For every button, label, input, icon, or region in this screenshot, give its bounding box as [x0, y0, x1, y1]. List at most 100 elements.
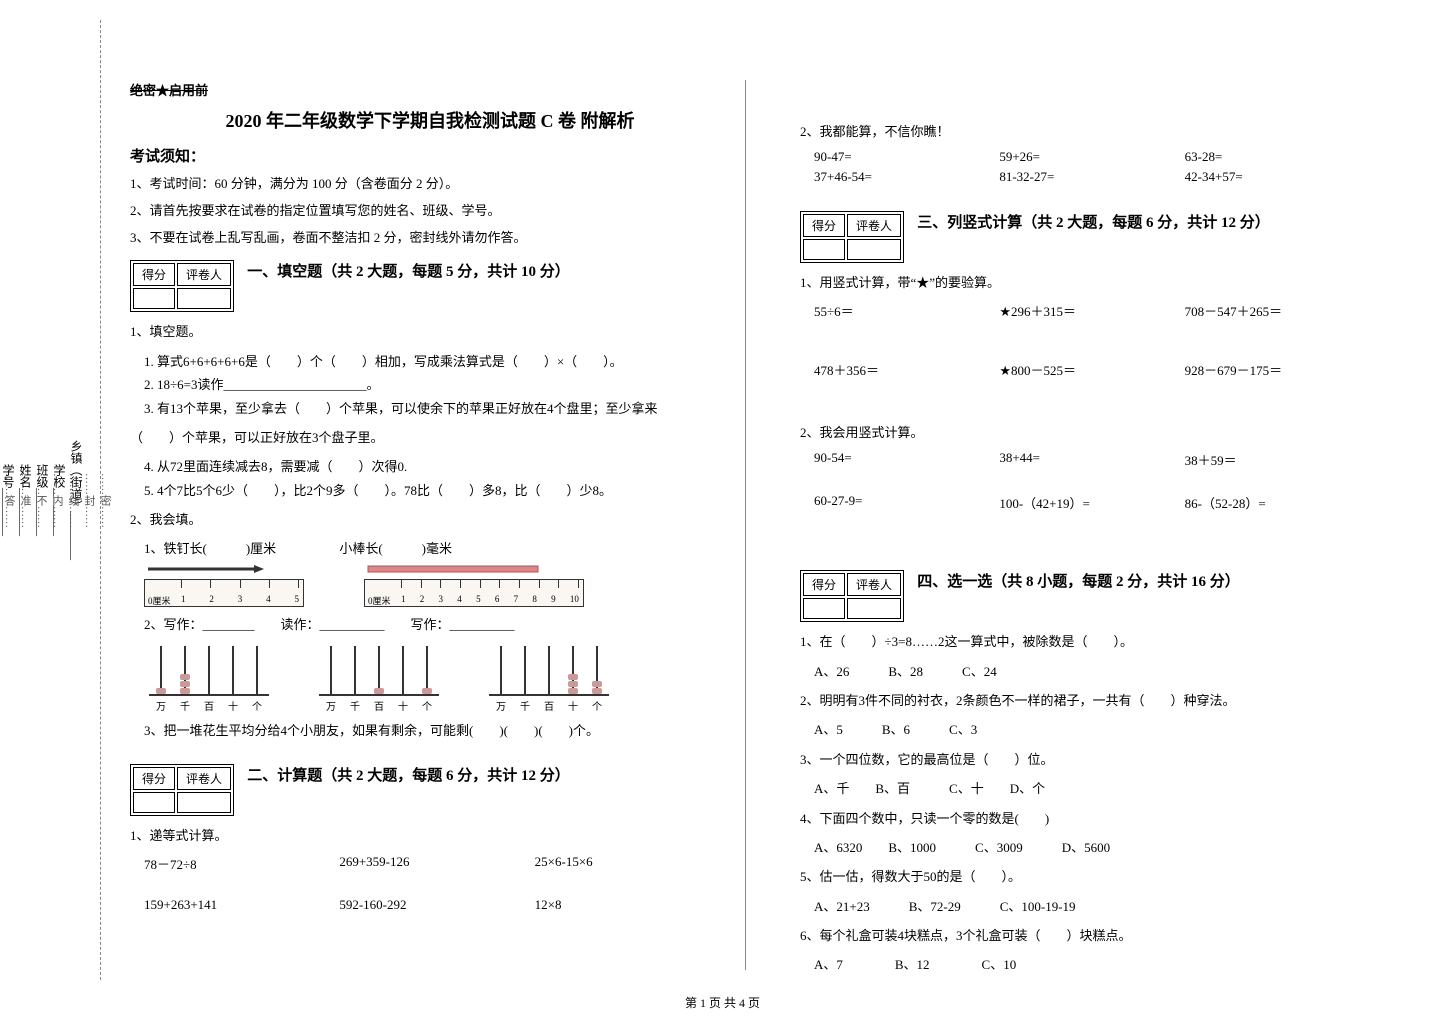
- calc-expr: 708－547＋265＝: [1185, 301, 1370, 320]
- notice-title: 考试须知：: [130, 145, 730, 166]
- ruler-2: 0厘米 1 2 3 4 5 6 7 8 9 10: [364, 579, 584, 607]
- calc-row: 78－72÷8 269+359-126 25×6-15×6: [144, 854, 730, 873]
- place-label: 千: [520, 698, 530, 713]
- ruler-num: 1: [181, 594, 186, 604]
- choice-opts: A、26 B、28 C、24: [814, 660, 1370, 683]
- ruler-num: 5: [295, 594, 300, 604]
- choice-q: 1、在（ ）÷3=8……2这一算式中，被除数是（ ）。: [800, 630, 1370, 653]
- calc-row: 90-54= 38+44= 38＋59＝: [814, 450, 1370, 469]
- section-3-title: 三、列竖式计算（共 2 大题，每题 6 分，共计 12 分）: [917, 211, 1270, 232]
- calc-expr: 159+263+141: [144, 897, 339, 913]
- ruler-num: 3: [238, 594, 243, 604]
- abacus-1: 万 千 百 十 个: [144, 646, 274, 713]
- seal-label: ……封……: [81, 473, 97, 528]
- ruler-heading-row: 1、铁钉长( )厘米 小棒长( )毫米: [144, 538, 730, 557]
- score-col: 得分: [803, 214, 845, 237]
- calc1-head: 1、递等式计算。: [130, 824, 730, 847]
- seal-label: ……准……: [17, 473, 33, 528]
- seal-label: ……答……: [1, 473, 17, 528]
- abacus-row: 万 千 百 十 个 万 千 百: [144, 646, 730, 713]
- grader-blank: [847, 598, 901, 619]
- calc-expr: 38+44=: [999, 450, 1184, 469]
- calc-expr: ★296＋315＝: [999, 301, 1184, 320]
- notice-item: 2、请首先按要求在试卷的指定位置填写您的姓名、班级、学号。: [130, 201, 730, 222]
- seal-label: ……密……: [97, 473, 113, 528]
- score-blank: [133, 288, 175, 309]
- place-label: 十: [568, 698, 578, 713]
- choice-opts: A、5 B、6 C、3: [814, 718, 1370, 741]
- score-box: 得分 评卷人: [130, 260, 234, 312]
- ruler-block-2: 0厘米 1 2 3 4 5 6 7 8 9 10: [364, 563, 584, 607]
- grader-blank: [177, 792, 231, 813]
- vert1-head: 1、用竖式计算，带“★”的要验算。: [800, 271, 1370, 294]
- calc-expr: 90-47=: [814, 149, 999, 165]
- score-blank: [133, 792, 175, 813]
- calc-expr: 38＋59＝: [1185, 450, 1370, 469]
- q2-l2: 2、写作：________ 读作：__________ 写作：_________…: [144, 613, 730, 636]
- section-2-title: 二、计算题（共 2 大题，每题 6 分，共计 12 分）: [247, 764, 570, 785]
- section-1-title: 一、填空题（共 2 大题，每题 5 分，共计 10 分）: [247, 260, 570, 281]
- stick-icon: [364, 563, 544, 575]
- ruler-num: 3: [439, 594, 444, 604]
- choice-q: 2、明明有3件不同的衬衣，2条颜色不一样的裙子，一共有（ ）种穿法。: [800, 689, 1370, 712]
- seal-label: ……线……: [65, 473, 81, 528]
- ruler-num: 9: [551, 594, 556, 604]
- place-label: 个: [422, 698, 432, 713]
- choice-q: 3、一个四位数，它的最高位是（ ）位。: [800, 748, 1370, 771]
- confidential-text: 绝密★启用前: [130, 83, 208, 98]
- calc-expr: 55÷6＝: [814, 301, 999, 320]
- calc-row: 60-27-9= 100-（42+19）= 86-（52-28）=: [814, 493, 1370, 512]
- q2-l3: 3、把一堆花生平均分给4个小朋友，如果有剩余，可能剩( )( )( )个。: [144, 719, 730, 742]
- q1-item: 5. 4个7比5个6少（ ），比2个9多（ ）。78比（ ）多8，比（ ）少8。: [144, 479, 730, 502]
- q1-item: 2. 18÷6=3读作______________________。: [144, 373, 730, 396]
- choice-q: 6、每个礼盒可装4块糕点，3个礼盒可装（ ）块糕点。: [800, 924, 1370, 947]
- calc-expr: 12×8: [535, 897, 730, 913]
- ruler-num: 4: [266, 594, 271, 604]
- score-box: 得分 评卷人: [800, 570, 904, 622]
- ruler-label: 0厘米: [148, 594, 171, 607]
- score-col: 得分: [133, 263, 175, 286]
- calc-expr: ★800－525＝: [999, 360, 1184, 379]
- calc-expr: 478＋356＝: [814, 360, 999, 379]
- grader-blank: [847, 239, 901, 260]
- calc-expr: 37+46-54=: [814, 169, 999, 185]
- q1-item: 1. 算式6+6+6+6+6是（ ）个（ ）相加，写成乘法算式是（ ）×（ ）。: [144, 350, 730, 373]
- place-label: 万: [496, 698, 506, 713]
- place-label: 百: [204, 698, 214, 713]
- seal-line-labels: ……密…… ……封…… ……线…… ……内…… ……不…… ……准…… ……答……: [95, 20, 113, 980]
- notice-item: 1、考试时间：60 分钟，满分为 100 分（含卷面分 2 分）。: [130, 174, 730, 195]
- calc-expr: 81-32-27=: [999, 169, 1184, 185]
- calc-expr: 25×6-15×6: [535, 854, 730, 873]
- place-label: 万: [326, 698, 336, 713]
- nail-icon: [144, 563, 264, 575]
- grader-blank: [177, 288, 231, 309]
- place-label: 千: [180, 698, 190, 713]
- calc-expr: 78－72÷8: [144, 854, 339, 873]
- q2-head: 2、我会填。: [130, 508, 730, 531]
- score-col: 得分: [803, 573, 845, 596]
- calc-row: 37+46-54= 81-32-27= 42-34+57=: [814, 169, 1370, 185]
- ruler-num: 4: [457, 594, 462, 604]
- score-box: 得分 评卷人: [130, 764, 234, 816]
- q1-item: 3. 有13个苹果，至少拿去（ ）个苹果，可以使余下的苹果正好放在4个盘里；至少…: [144, 397, 730, 420]
- vert2-head: 2、我会用竖式计算。: [800, 421, 1370, 444]
- exam-title: 2020 年二年级数学下学期自我检测试题 C 卷 附解析: [130, 107, 730, 133]
- score-col: 得分: [133, 767, 175, 790]
- calc-row: 478＋356＝ ★800－525＝ 928－679－175＝: [814, 360, 1370, 379]
- seal-label: ……不……: [33, 473, 49, 528]
- abacus-3: 万 千 百 十 个: [484, 646, 614, 713]
- grader-col: 评卷人: [847, 573, 901, 596]
- score-blank: [803, 239, 845, 260]
- choice-opts: A、21+23 B、72-29 C、100-19-19: [814, 895, 1370, 918]
- place-label: 千: [350, 698, 360, 713]
- calc-expr: 269+359-126: [339, 854, 534, 873]
- page: 绝密★启用前 2020 年二年级数学下学期自我检测试题 C 卷 附解析 考试须知…: [130, 80, 1390, 970]
- calc-expr: 592-160-292: [339, 897, 534, 913]
- ruler-num: 7: [514, 594, 519, 604]
- choice-q: 4、下面四个数中，只读一个零的数是( ): [800, 807, 1370, 830]
- calc-expr: 63-28=: [1185, 149, 1370, 165]
- ruler-num: 8: [532, 594, 537, 604]
- ruler-num: 5: [476, 594, 481, 604]
- place-label: 百: [374, 698, 384, 713]
- calc-row: 90-47= 59+26= 63-28=: [814, 149, 1370, 165]
